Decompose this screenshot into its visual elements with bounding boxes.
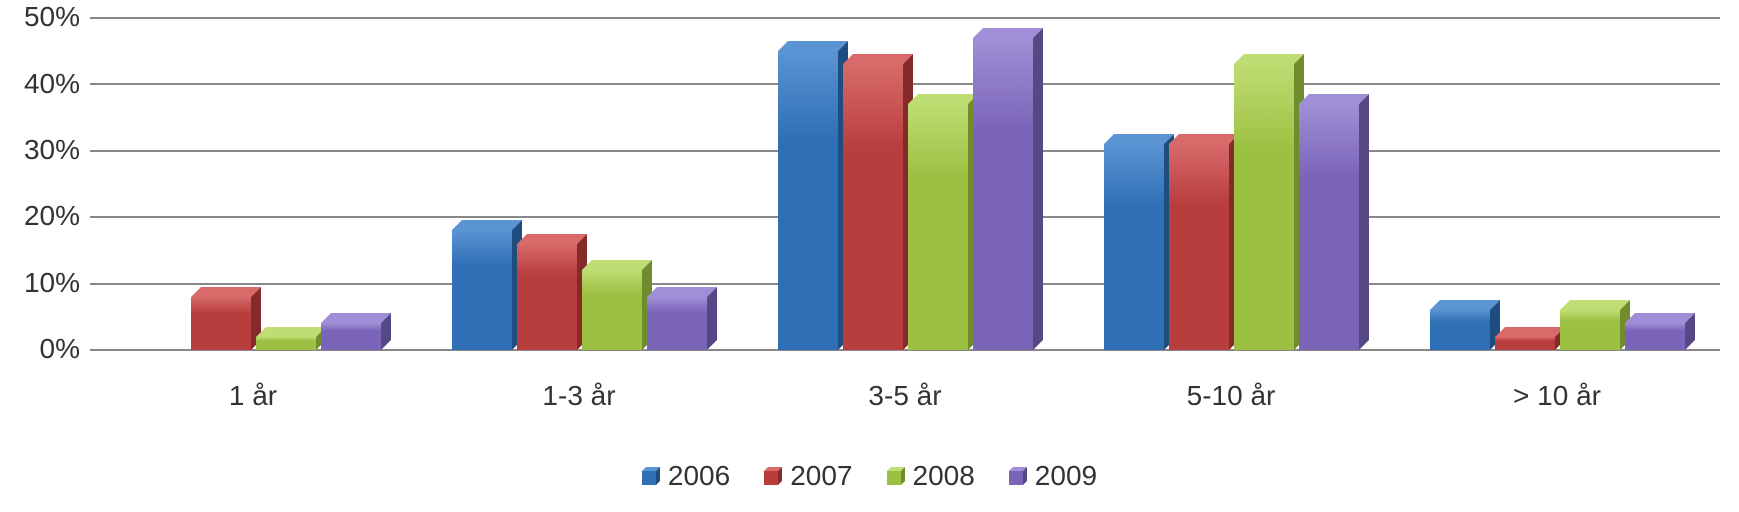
bar — [1299, 94, 1359, 350]
bar-top — [1625, 313, 1695, 323]
y-tick-label: 20% — [10, 200, 80, 232]
legend-swatch — [642, 467, 660, 485]
legend-item: 2006 — [642, 460, 730, 492]
bar-front — [1169, 144, 1229, 350]
bar-top — [908, 94, 978, 104]
y-tick-label: 40% — [10, 68, 80, 100]
x-category-label: 5-10 år — [1068, 380, 1394, 412]
bar — [1495, 327, 1555, 350]
bar — [1234, 54, 1294, 350]
bar-front — [647, 297, 707, 350]
bar-top — [778, 41, 848, 51]
x-category-label: 1 år — [90, 380, 416, 412]
bar — [256, 327, 316, 350]
bar-top — [1299, 94, 1369, 104]
legend-swatch — [764, 467, 782, 485]
bar — [517, 234, 577, 350]
legend-swatch — [887, 467, 905, 485]
bar — [647, 287, 707, 350]
bar-front — [1234, 64, 1294, 350]
bar — [321, 313, 381, 350]
bar-top — [1495, 327, 1565, 337]
bar-side — [1033, 28, 1043, 350]
bar — [582, 260, 642, 350]
y-tick-label: 10% — [10, 267, 80, 299]
bar-front — [843, 64, 903, 350]
bar-top — [647, 287, 717, 297]
bar-front — [452, 230, 512, 350]
y-axis: 0%10%20%30%40%50% — [0, 18, 80, 350]
bar-top — [452, 220, 522, 230]
x-category-label: 3-5 år — [742, 380, 1068, 412]
bar-top — [191, 287, 261, 297]
x-category-label: > 10 år — [1394, 380, 1720, 412]
legend-label: 2009 — [1035, 460, 1097, 492]
bar-front — [582, 270, 642, 350]
bar-top — [321, 313, 391, 323]
bar-top — [582, 260, 652, 270]
legend-label: 2007 — [790, 460, 852, 492]
bar-front — [973, 38, 1033, 350]
legend-item: 2008 — [887, 460, 975, 492]
x-axis: 1 år1-3 år3-5 år5-10 år> 10 år — [0, 380, 1739, 420]
bar-front — [256, 337, 316, 350]
bar-front — [908, 104, 968, 350]
bar-top — [517, 234, 587, 244]
bar — [191, 287, 251, 350]
bar-top — [1430, 300, 1500, 310]
grouped-bar-chart: 0% 10% 20% 30% 40% 50% 1 år1-3 år3-5 år5-10 å… — [0, 0, 1739, 512]
bar — [908, 94, 968, 350]
bar — [452, 220, 512, 350]
bar-side — [707, 287, 717, 350]
bar-top — [843, 54, 913, 64]
bar-top — [1169, 134, 1239, 144]
bar-side — [1359, 94, 1369, 350]
legend: 2006 2007 2008 2009 — [0, 460, 1739, 492]
x-category-label: 1-3 år — [416, 380, 742, 412]
bar-top — [1234, 54, 1304, 64]
bar-front — [321, 323, 381, 350]
bar-top — [973, 28, 1043, 38]
y-tick-label: 0% — [10, 333, 80, 365]
bar — [1560, 300, 1620, 350]
bar-front — [1299, 104, 1359, 350]
bar — [1104, 134, 1164, 350]
y-tick-label: 30% — [10, 134, 80, 166]
bar-top — [1560, 300, 1630, 310]
bar — [1430, 300, 1490, 350]
bar-layer — [90, 18, 1720, 350]
legend-item: 2007 — [764, 460, 852, 492]
legend-swatch — [1009, 467, 1027, 485]
bar — [973, 28, 1033, 350]
bar-front — [1495, 337, 1555, 350]
bar-front — [517, 244, 577, 350]
bar-top — [256, 327, 326, 337]
legend-label: 2006 — [668, 460, 730, 492]
bar — [778, 41, 838, 350]
legend-label: 2008 — [913, 460, 975, 492]
y-tick-label: 50% — [10, 1, 80, 33]
bar — [126, 340, 186, 350]
bar-front — [1560, 310, 1620, 350]
bar-front — [1625, 323, 1685, 350]
bar — [1625, 313, 1685, 350]
bar-top — [1104, 134, 1174, 144]
bar-front — [1104, 144, 1164, 350]
bar — [843, 54, 903, 350]
bar — [1169, 134, 1229, 350]
plot-area — [90, 18, 1720, 350]
legend-item: 2009 — [1009, 460, 1097, 492]
bar-front — [191, 297, 251, 350]
bar-front — [778, 51, 838, 350]
bar-front — [1430, 310, 1490, 350]
